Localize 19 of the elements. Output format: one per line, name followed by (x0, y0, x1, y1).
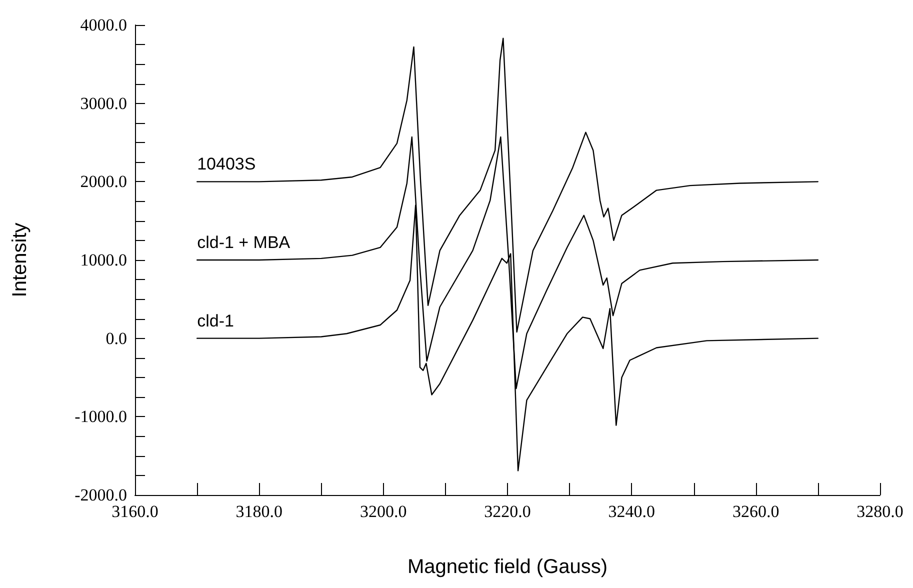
y-tick-label: 1000.0 (80, 250, 127, 270)
x-tick-label: 3160.0 (112, 502, 158, 521)
x-tick-label: 3220.0 (484, 502, 531, 521)
x-tick-label: 3180.0 (236, 502, 283, 521)
y-tick-label: 0.0 (106, 328, 127, 348)
x-tick-label: 3260.0 (732, 502, 780, 521)
series-label: 10403S (197, 154, 256, 174)
y-tick-label: -2000.0 (74, 486, 127, 504)
y-tick-label: 4000.0 (80, 16, 127, 34)
x-tick-label: 3240.0 (608, 502, 656, 521)
x-tick-label: 3200.0 (360, 502, 407, 521)
y-tick-label: -1000.0 (74, 407, 127, 426)
x-axis-title: Magnetic field (Gauss) (407, 556, 608, 578)
series-label: cld-1 (197, 311, 234, 330)
x-tick-label: 3280.0 (856, 502, 904, 521)
y-tick-label: 3000.0 (80, 94, 127, 113)
y-tick-label: 2000.0 (80, 172, 127, 192)
series-label: cld-1 + MBA (197, 233, 291, 252)
y-axis-title: Intensity (9, 222, 31, 298)
